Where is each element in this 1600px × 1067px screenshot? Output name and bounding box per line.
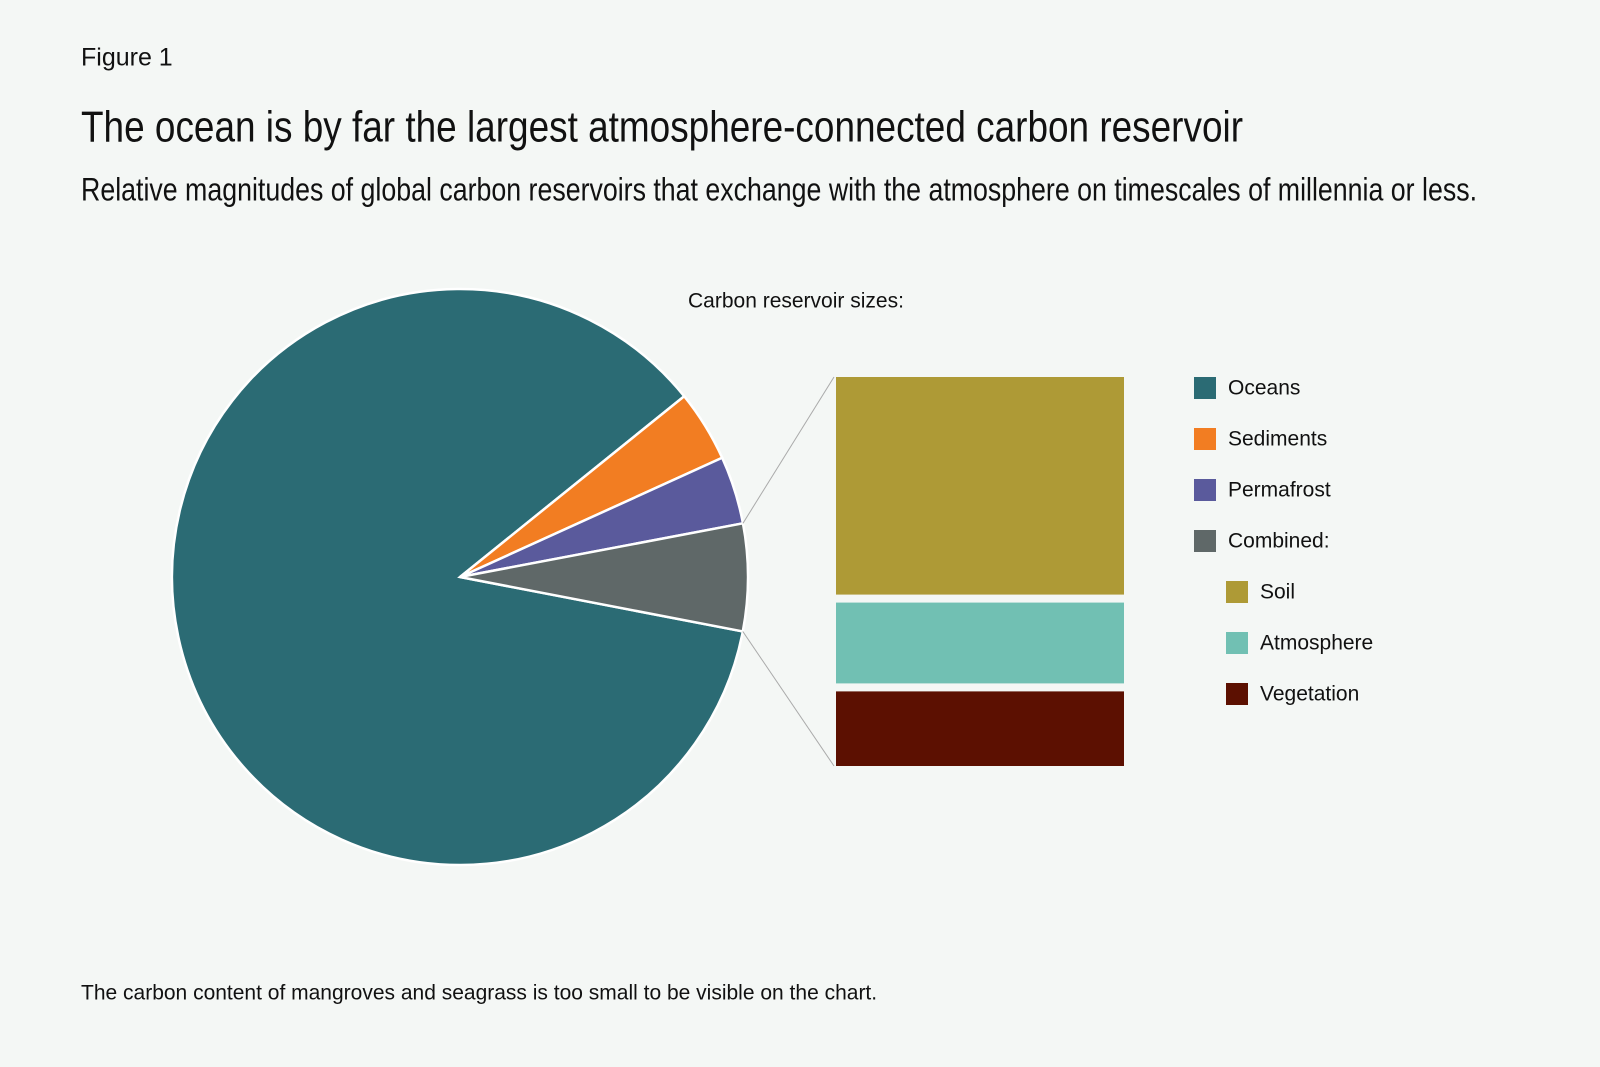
connector-line (742, 376, 835, 524)
chart-title: The ocean is by far the largest atmosphe… (81, 103, 1243, 152)
bar-segment (836, 691, 1124, 766)
legend-swatch (1194, 530, 1216, 552)
legend-swatch (1226, 632, 1248, 654)
legend-label: Soil (1260, 581, 1295, 604)
legend-title: Carbon reservoir sizes: (688, 290, 904, 313)
legend-label: Atmosphere (1260, 632, 1373, 655)
legend-label: Permafrost (1228, 479, 1331, 502)
footnote: The carbon content of mangroves and seag… (81, 982, 877, 1005)
legend-swatch (1194, 479, 1216, 501)
figure-label: Figure 1 (81, 44, 173, 72)
legend-label: Sediments (1228, 428, 1327, 451)
chart-subtitle: Relative magnitudes of global carbon res… (81, 171, 1477, 207)
legend-swatch (1194, 377, 1216, 399)
legend-label: Vegetation (1260, 683, 1359, 706)
bar-segment (836, 377, 1124, 595)
legend-swatch (1226, 581, 1248, 603)
legend-swatch (1226, 683, 1248, 705)
legend-label: Oceans (1228, 377, 1300, 400)
pie-slice (170, 287, 745, 867)
bar-segment (836, 602, 1124, 684)
legend-label: Combined: (1228, 530, 1330, 553)
connector-line (742, 631, 835, 767)
legend-swatch (1194, 428, 1216, 450)
pie-slice (459, 521, 750, 633)
